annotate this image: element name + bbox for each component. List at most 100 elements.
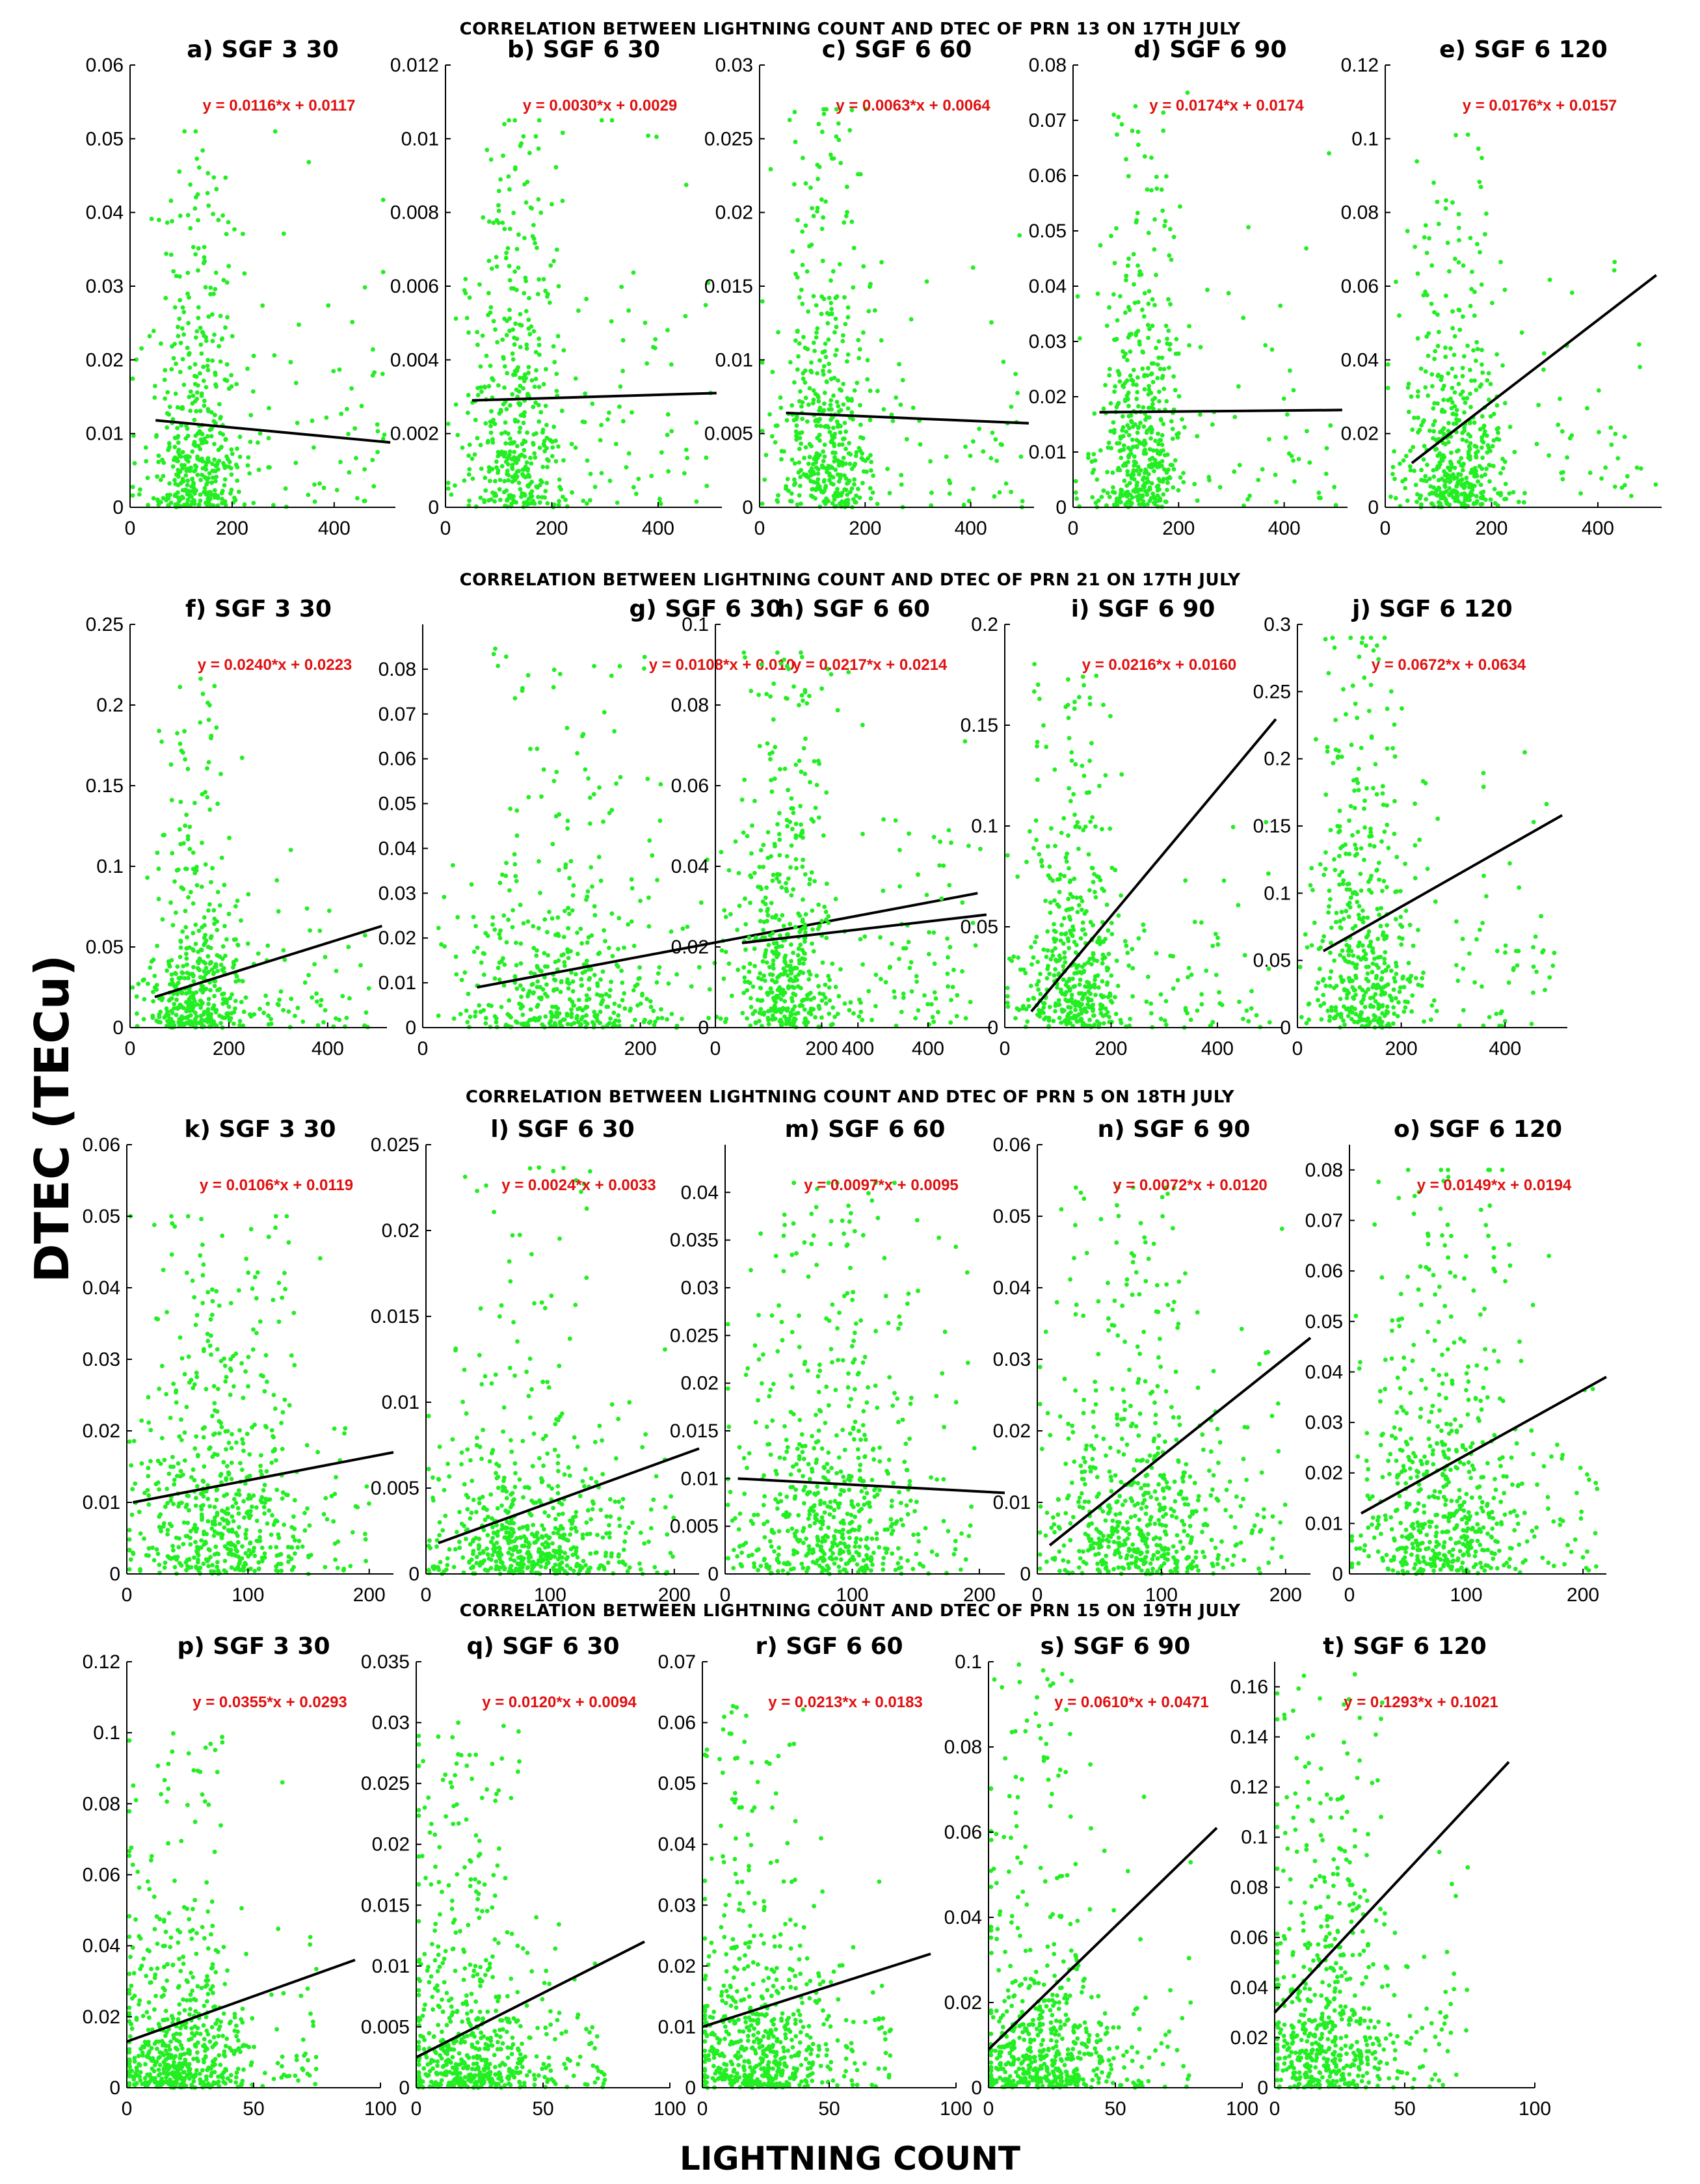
data-point — [592, 904, 597, 909]
data-point — [1475, 241, 1480, 246]
data-point — [764, 948, 769, 953]
data-point — [274, 878, 280, 883]
data-point — [847, 127, 853, 133]
data-point — [1217, 990, 1221, 995]
data-point — [1112, 389, 1117, 394]
data-point — [550, 1004, 555, 1009]
data-point — [1169, 419, 1174, 424]
data-point — [941, 863, 946, 868]
data-point — [206, 760, 211, 765]
data-point — [1385, 822, 1390, 827]
data-point — [1475, 347, 1480, 351]
data-point — [1083, 932, 1088, 937]
data-point — [1045, 948, 1050, 953]
data-point — [747, 935, 752, 940]
data-point — [1446, 492, 1452, 498]
data-point — [511, 327, 516, 332]
data-point — [310, 995, 314, 1000]
data-point — [609, 808, 615, 812]
data-point — [554, 247, 559, 252]
data-point — [512, 342, 517, 347]
data-point — [191, 850, 196, 855]
data-point — [821, 833, 826, 838]
data-point — [646, 1020, 652, 1025]
data-point — [1464, 438, 1469, 444]
data-point — [860, 962, 865, 967]
data-point — [830, 269, 836, 274]
data-point — [543, 403, 548, 408]
data-point — [183, 473, 189, 478]
data-point — [514, 833, 520, 838]
data-point — [1136, 936, 1141, 941]
data-point — [944, 454, 949, 459]
data-point — [804, 701, 810, 706]
data-point — [1450, 473, 1455, 478]
data-point — [764, 885, 769, 890]
data-point — [195, 472, 200, 477]
data-point — [200, 1022, 205, 1028]
data-point — [770, 878, 775, 883]
data-point — [205, 364, 210, 368]
data-point — [160, 917, 165, 922]
data-point — [802, 455, 806, 460]
data-point — [269, 1017, 273, 1022]
data-point — [1092, 957, 1096, 963]
data-point — [1080, 907, 1084, 912]
data-point — [815, 435, 820, 440]
data-point — [193, 468, 198, 473]
data-point — [1141, 424, 1147, 429]
data-point — [1169, 258, 1174, 262]
data-point — [242, 271, 247, 276]
data-point — [1468, 304, 1473, 308]
data-point — [1061, 977, 1066, 982]
data-point — [1111, 292, 1116, 297]
data-point — [135, 1011, 139, 1016]
data-point — [809, 493, 814, 498]
data-point — [498, 177, 503, 182]
data-point — [527, 332, 533, 337]
y-tick-label: 0.02 — [671, 937, 709, 958]
data-point — [556, 284, 561, 289]
data-point — [823, 485, 828, 490]
data-point — [760, 429, 765, 433]
data-point — [143, 445, 148, 450]
data-point — [620, 998, 625, 1003]
data-point — [215, 890, 220, 894]
data-point — [849, 397, 854, 401]
data-point — [1175, 432, 1179, 437]
data-point — [931, 1019, 936, 1024]
data-point — [211, 419, 217, 423]
data-point — [1456, 307, 1461, 312]
data-point — [806, 992, 811, 997]
data-point — [1516, 499, 1521, 505]
data-point — [852, 477, 857, 482]
data-point — [1117, 379, 1122, 384]
data-point — [789, 806, 794, 811]
data-point — [801, 998, 806, 1002]
data-point — [820, 410, 825, 414]
data-point — [810, 927, 815, 932]
data-point — [931, 930, 936, 935]
data-point — [499, 464, 505, 469]
data-point — [1116, 913, 1121, 918]
data-point — [649, 473, 654, 479]
data-point — [860, 1017, 865, 1022]
data-point — [1110, 490, 1115, 494]
y-tick-label: 0.05 — [86, 128, 124, 150]
data-point — [310, 418, 315, 423]
data-point — [535, 964, 540, 968]
y-tick-label: 0.15 — [86, 775, 124, 797]
data-point — [583, 391, 588, 396]
data-point — [484, 353, 489, 358]
data-point — [206, 1002, 211, 1006]
data-point — [843, 322, 848, 326]
data-point — [543, 1014, 548, 1019]
data-point — [340, 994, 345, 998]
data-point — [1439, 492, 1444, 497]
data-point — [533, 377, 538, 381]
data-point — [194, 990, 199, 995]
data-point — [562, 1017, 567, 1022]
data-point — [873, 1004, 878, 1009]
